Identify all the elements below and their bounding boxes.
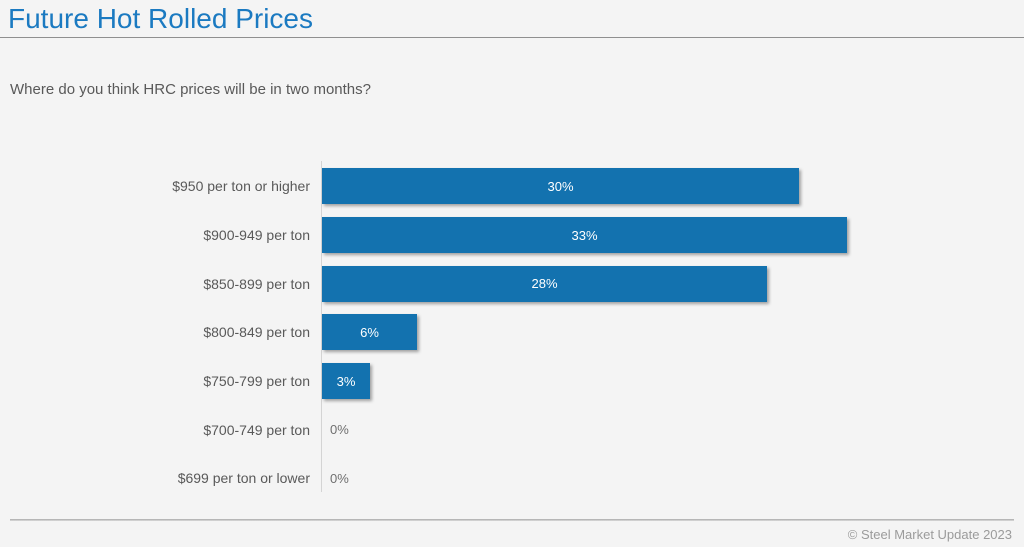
- chart-row: $850-899 per ton 28%: [0, 259, 1024, 308]
- bar: 30%: [322, 168, 799, 205]
- copyright: © Steel Market Update 2023: [847, 527, 1012, 542]
- bar-area: 0%: [320, 454, 1024, 503]
- bar-value-label: 33%: [571, 227, 598, 243]
- bar-value-label: 3%: [336, 373, 356, 389]
- chart-row: $900-949 per ton 33%: [0, 211, 1024, 260]
- chart-rows: $950 per ton or higher 30% $900-949 per to…: [0, 162, 1024, 503]
- title-divider: [0, 37, 1024, 38]
- chart-row: $750-799 per ton 3%: [0, 357, 1024, 406]
- bar: 33%: [322, 217, 847, 254]
- bar-value-label: 28%: [531, 276, 558, 292]
- chart-axis-line: [321, 161, 322, 492]
- zero-value-label: 0%: [330, 470, 349, 486]
- category-label: $699 per ton or lower: [177, 470, 310, 487]
- category-label: $850-899 per ton: [203, 275, 310, 292]
- bar-area: 3%: [320, 357, 1024, 406]
- category-label: $900-949 per ton: [203, 227, 310, 244]
- survey-question: Where do you think HRC prices will be in…: [10, 81, 371, 98]
- bar-value-label: 30%: [547, 178, 574, 194]
- category-label: $800-849 per ton: [203, 324, 310, 341]
- chart-row: $700-749 per ton 0%: [0, 405, 1024, 454]
- bar-area: 6%: [320, 308, 1024, 357]
- bar: 6%: [322, 314, 417, 351]
- bar: 3%: [322, 363, 370, 400]
- chart-row: $699 per ton or lower 0%: [0, 454, 1024, 503]
- chart-row: $800-849 per ton 6%: [0, 308, 1024, 357]
- bar: 28%: [322, 265, 767, 302]
- footer-divider: [10, 519, 1014, 521]
- zero-value-label: 0%: [330, 422, 349, 438]
- chart-row: $950 per ton or higher 30%: [0, 162, 1024, 211]
- page-title: Future Hot Rolled Prices: [8, 3, 314, 34]
- bar-area: 28%: [320, 259, 1024, 308]
- bar-chart: $950 per ton or higher 30% $900-949 per to…: [0, 162, 1024, 503]
- category-label: $950 per ton or higher: [172, 178, 310, 195]
- bar-area: 33%: [320, 211, 1024, 260]
- bar-area: 0%: [320, 405, 1024, 454]
- category-label: $750-799 per ton: [203, 373, 310, 390]
- bar-area: 30%: [320, 162, 1024, 211]
- bar-value-label: 6%: [360, 324, 379, 340]
- category-label: $700-749 per ton: [203, 421, 310, 438]
